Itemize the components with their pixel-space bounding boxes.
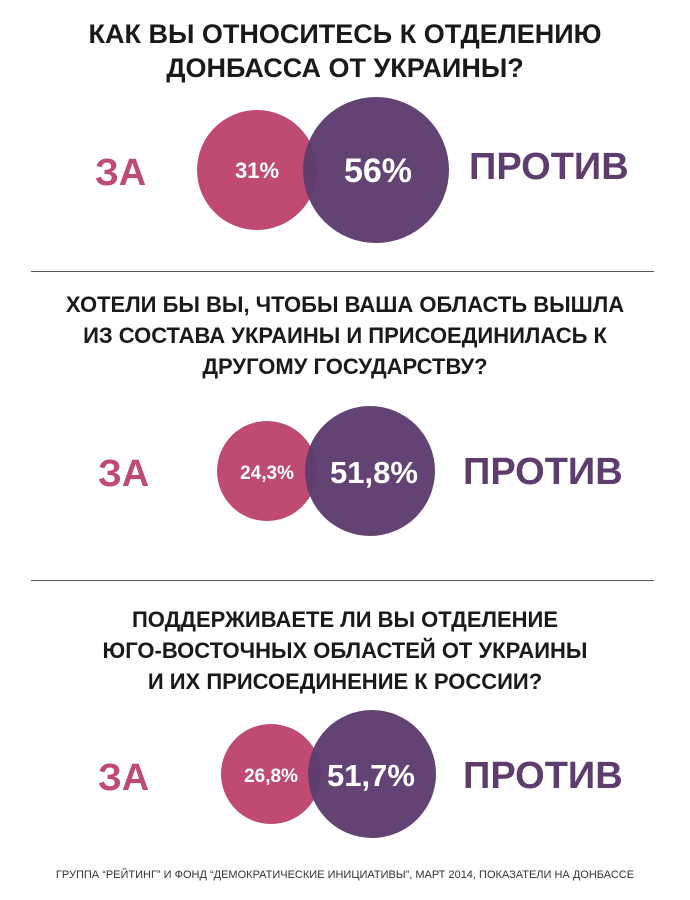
question-3-line-2: юго-восточных областей от Украины [102, 638, 588, 663]
q1-against-label: ПРОТИВ [469, 146, 629, 188]
question-3-line-1: Поддерживаете ли вы отделение [131, 607, 559, 632]
q3-for-bubble [221, 724, 321, 824]
source-note: Группа “Рейтинг” и фонд “Демократические… [55, 869, 635, 881]
q2-for-value: 24,3% [240, 463, 294, 484]
q2-against-value: 51,8% [330, 455, 418, 490]
divider-2 [31, 580, 654, 581]
q2-for-bubble [217, 421, 317, 521]
q2-bubble-chart: 24,3% 51,8% [217, 406, 435, 536]
q2-against-bubble [305, 406, 435, 536]
q1-for-label: ЗА [95, 152, 147, 194]
q1-for-value: 31% [235, 158, 279, 183]
q1-against-bubble [303, 97, 449, 243]
q3-against-value: 51,7% [327, 758, 415, 793]
question-1: Как вы относитесь к отделению Донбасса о… [0, 17, 690, 85]
question-2-line-3: другому государству? [202, 354, 488, 379]
q1-for-bubble [197, 110, 317, 230]
question-1-line-2: Донбасса от Украины? [166, 53, 524, 83]
divider-1 [31, 271, 654, 272]
question-2: Хотели бы вы, чтобы ваша область вышла и… [0, 289, 690, 382]
q3-against-label: ПРОТИВ [463, 755, 623, 797]
q1-bubble-chart: 31% 56% [197, 97, 449, 243]
question-2-line-1: Хотели бы вы, чтобы ваша область вышла [65, 292, 625, 317]
q3-for-value: 26,8% [244, 766, 298, 787]
question-3-line-3: и их присоединение к России? [147, 669, 543, 694]
question-1-line-1: Как вы относитесь к отделению [88, 19, 602, 49]
q3-bubble-chart: 26,8% 51,7% [221, 710, 436, 838]
q2-against-label: ПРОТИВ [463, 451, 623, 493]
q1-against-value: 56% [344, 152, 412, 190]
q2-for-label: ЗА [98, 453, 150, 495]
q3-against-bubble [308, 710, 436, 838]
q3-for-label: ЗА [98, 757, 150, 799]
question-2-line-2: из состава Украины и присоединилась к [83, 323, 607, 348]
question-3: Поддерживаете ли вы отделение юго-восточ… [0, 604, 690, 697]
